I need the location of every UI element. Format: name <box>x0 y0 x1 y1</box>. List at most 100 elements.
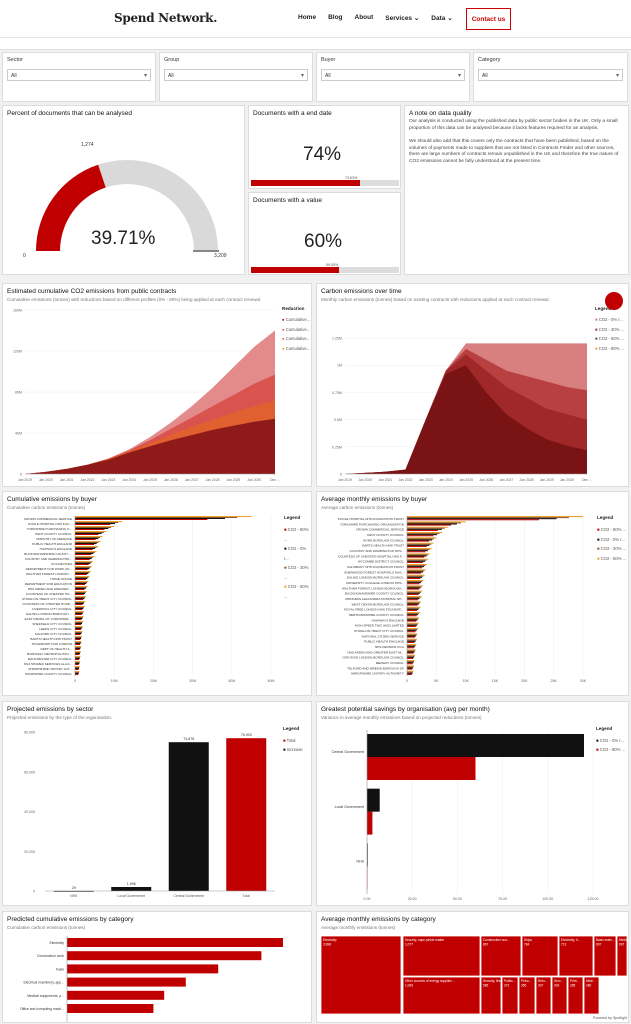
bar <box>75 636 83 637</box>
category-subtitle: Cumulative carbon emissions (tonnes) <box>7 925 86 930</box>
legend-item[interactable]: ■ Increase <box>283 747 303 752</box>
bar <box>75 544 95 545</box>
category-label: PRINCESS ALEXANDRA HOSPITAL NH... <box>345 597 404 601</box>
category-label: BUCKINGHAMSHIRE COUNTY COUNCIL <box>345 592 404 596</box>
contact-us-button[interactable]: Contact us <box>466 8 511 30</box>
bar <box>75 584 85 585</box>
legend-item[interactable]: ● Cumulative... <box>282 326 311 332</box>
bar <box>75 646 82 647</box>
bar <box>75 593 85 594</box>
nav-about-link[interactable]: About <box>354 14 374 21</box>
bar <box>407 524 451 526</box>
bar <box>75 541 101 542</box>
treemap-cell-label: Security, fire-fi... <box>483 979 506 983</box>
x-tick-label: 25.00 <box>408 897 417 901</box>
category-select[interactable]: All <box>478 69 623 81</box>
category-label: STOKE-ON-TRENT CITY COUNCIL <box>22 597 72 601</box>
nav-home-link[interactable]: Home <box>298 14 317 21</box>
legend-item[interactable]: ■ Total <box>283 738 296 743</box>
sector-legend: ■ Total ■ Increase <box>283 736 303 754</box>
x-tick-label: 40M <box>228 679 235 683</box>
x-tick-label: Jan 2030 <box>560 478 574 482</box>
sector-select[interactable]: All <box>7 69 151 81</box>
legend-item[interactable]: ■ CO2 - 80% ... <box>595 345 625 351</box>
bar <box>407 671 413 673</box>
sector-title: Projected emissions by sector <box>7 706 94 713</box>
gauge-max-label: 3,209 <box>214 253 227 259</box>
y-tick-label: 1.25M <box>332 337 342 341</box>
treemap-cell <box>402 935 481 977</box>
bar <box>407 555 427 557</box>
legend-item[interactable]: ■ CO2 - 0% r... <box>284 546 307 561</box>
bar <box>75 569 88 570</box>
bar <box>407 636 415 638</box>
category-label: Electricity <box>49 941 64 945</box>
treemap-cell <box>501 976 519 1015</box>
end-date-title: Documents with a end date <box>253 110 332 117</box>
savings-legend-title: Legend <box>596 726 613 731</box>
bar <box>75 609 83 610</box>
bar <box>407 553 430 555</box>
x-tick-label: 0 <box>74 679 76 683</box>
bar <box>407 635 416 637</box>
with-value-title: Documents with a value <box>253 197 323 204</box>
bar <box>75 671 80 672</box>
gauge-fill <box>36 164 106 251</box>
legend-item[interactable]: ■ CO2 - 50% ... <box>595 336 625 341</box>
bar <box>75 639 81 640</box>
bar <box>407 655 415 657</box>
bar <box>407 535 434 537</box>
buyer-cum-title: Cumulative emissions by buyer <box>7 496 97 503</box>
bar <box>407 645 416 647</box>
treemap-cell <box>518 976 536 1015</box>
with-value-bar-fill <box>251 267 340 273</box>
bar <box>407 577 421 579</box>
chat-bubble-icon[interactable] <box>605 292 623 310</box>
nav-blog-link[interactable]: Blog <box>328 14 343 21</box>
bar <box>407 590 423 592</box>
bar <box>407 618 419 620</box>
bar <box>407 634 417 636</box>
end-date-card: Documents with a end date 74% 73.63% <box>248 105 401 189</box>
legend-item[interactable]: ● Cumulative... <box>282 317 311 322</box>
bar <box>407 619 418 621</box>
legend-item[interactable]: ■ CO2 - 0% r... <box>596 738 624 743</box>
legend-item[interactable]: ■ CO2 - 80% ... <box>596 747 626 752</box>
legend-item[interactable]: ■ CO2 - 80% ... <box>597 527 627 532</box>
legend-item[interactable]: ■ CO2 - 30% ... <box>595 326 625 332</box>
legend-item[interactable]: ■ CO2 - 30% ... <box>597 546 627 551</box>
nav-services-link[interactable]: Services ⌄ <box>385 15 420 22</box>
category-label: MANCHESTER CITY COUNCIL <box>28 657 73 661</box>
sector-bar <box>226 738 267 891</box>
treemap-cell <box>593 935 617 977</box>
bar <box>75 516 252 517</box>
nav-data-link[interactable]: Data ⌄ <box>431 15 453 22</box>
bar <box>75 641 82 642</box>
bar <box>75 571 91 572</box>
legend-item[interactable]: ■ CO2 - 0% r... <box>597 536 625 542</box>
treemap-cell <box>402 976 481 1015</box>
legend-item[interactable]: ● Cumulative... <box>282 345 311 351</box>
bar <box>407 518 557 520</box>
legend-item[interactable]: ■ CO2 - 50% ... <box>284 584 309 599</box>
bar <box>75 581 89 582</box>
with-value-card: Documents with a value 60% 59.55% <box>248 192 401 275</box>
bar <box>75 604 83 605</box>
treemap-cell-label: Basic mate... <box>596 938 615 942</box>
bar <box>407 571 423 573</box>
logo[interactable]: Spend Network. <box>114 11 218 25</box>
bar <box>75 664 79 665</box>
legend-item[interactable]: ■ CO2 - 30% ... <box>284 565 309 580</box>
category-label: WEST DEVON BOROUGH COUNCIL <box>352 602 405 606</box>
treemap-cell-value: 697 <box>596 943 602 947</box>
x-tick-label: Jan 2022 <box>81 478 95 482</box>
treemap-cell <box>535 976 552 1015</box>
buyer-select[interactable]: All <box>321 69 465 81</box>
legend-item[interactable]: ● Cumulative... <box>282 336 311 341</box>
bar <box>75 589 85 590</box>
legend-item[interactable]: ■ CO2 - 80% ... <box>284 527 309 542</box>
legend-item[interactable]: ■ CO2 - 50% ... <box>597 555 627 561</box>
legend-item[interactable]: ■ CO2 - 0% r... <box>595 317 623 322</box>
group-select[interactable]: All <box>164 69 308 81</box>
